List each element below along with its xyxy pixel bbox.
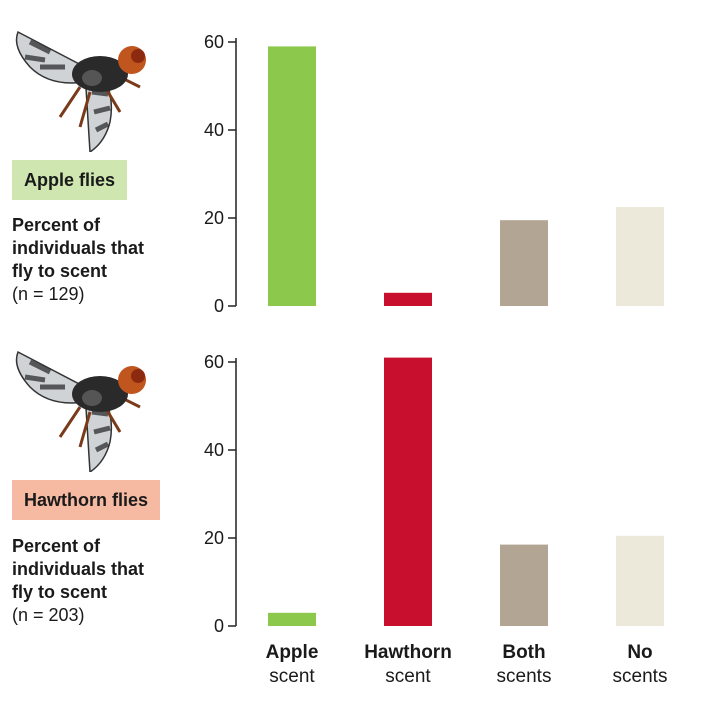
fly-icon xyxy=(15,350,146,472)
bar-hawthorn xyxy=(384,292,432,306)
x-category-label: Apple xyxy=(266,642,319,663)
x-category-label: Both xyxy=(502,642,545,663)
bar-both xyxy=(500,544,548,626)
y-tick-label: 0 xyxy=(214,616,224,636)
caption-line: fly to scent xyxy=(12,582,108,602)
sample-size: (n = 129) xyxy=(12,284,85,304)
bar-hawthorn xyxy=(384,357,432,626)
y-tick-label: 0 xyxy=(214,296,224,316)
caption-line: Percent of xyxy=(12,215,101,235)
x-category-label: scent xyxy=(269,666,315,687)
y-tick-label: 20 xyxy=(204,528,224,548)
sample-size: (n = 203) xyxy=(12,605,85,625)
bar-none xyxy=(616,535,664,626)
bar-both xyxy=(500,220,548,306)
fly-icon xyxy=(15,30,146,152)
hawthorn-flies-badge: Hawthorn flies xyxy=(12,480,161,520)
bar-none xyxy=(616,207,664,306)
y-tick-label: 40 xyxy=(204,440,224,460)
caption-line: Percent of xyxy=(12,536,101,556)
x-category-label: scents xyxy=(613,666,668,687)
caption-line: individuals that xyxy=(12,238,145,258)
y-tick-label: 40 xyxy=(204,120,224,140)
apple-flies-caption: Percent of individuals that fly to scent… xyxy=(12,214,144,306)
y-tick-label: 60 xyxy=(204,352,224,372)
caption-line: fly to scent xyxy=(12,261,108,281)
x-category-label: scents xyxy=(497,666,552,687)
bar-apple xyxy=(268,46,316,307)
apple-flies-badge: Apple flies xyxy=(12,160,128,200)
bar-apple xyxy=(268,612,316,626)
x-category-label: scent xyxy=(385,666,431,687)
x-category-label: No xyxy=(627,642,652,663)
hawthorn-flies-caption: Percent of individuals that fly to scent… xyxy=(12,535,144,627)
y-tick-label: 20 xyxy=(204,208,224,228)
x-category-label: Hawthorn xyxy=(364,642,452,663)
y-tick-label: 60 xyxy=(204,32,224,52)
caption-line: individuals that xyxy=(12,559,145,579)
